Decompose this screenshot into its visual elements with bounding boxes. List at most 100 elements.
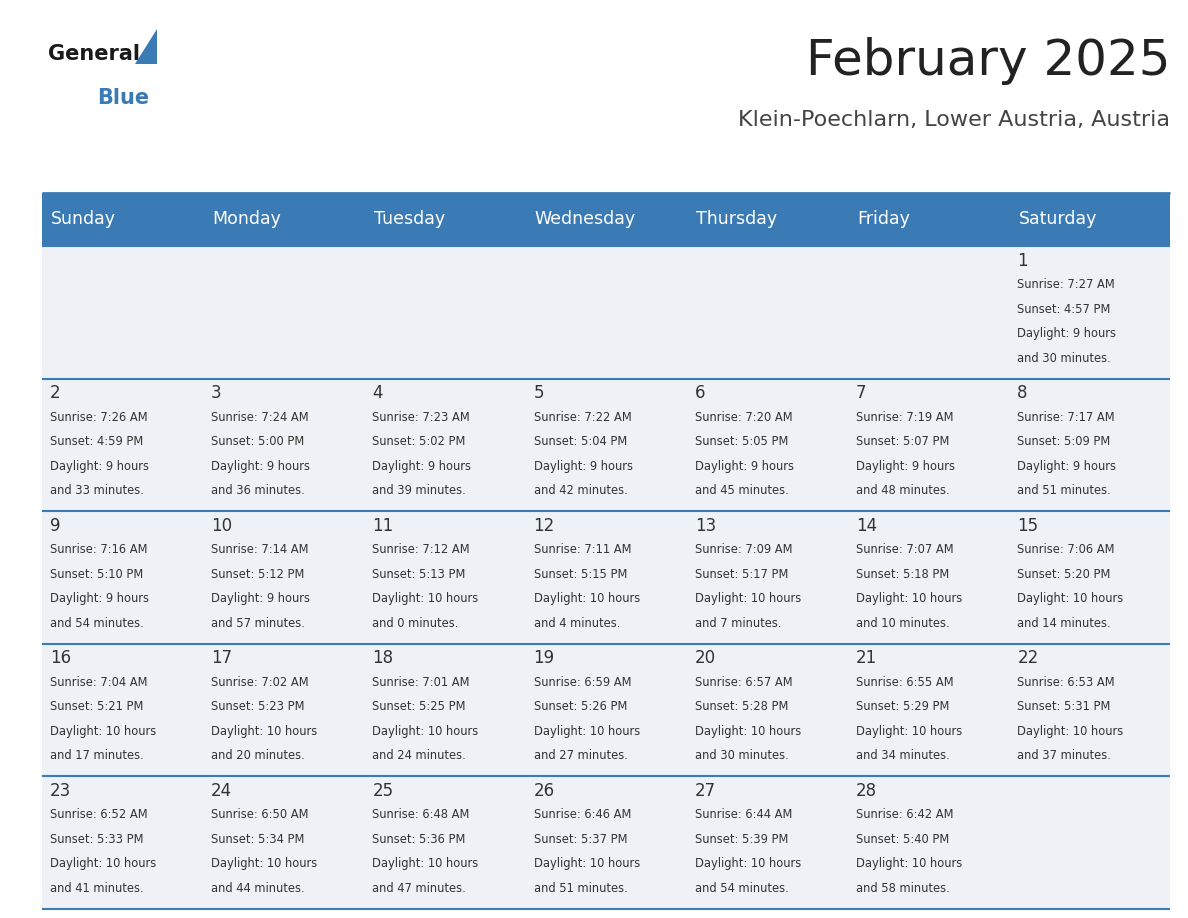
Text: Daylight: 10 hours: Daylight: 10 hours (533, 725, 640, 738)
Text: 1: 1 (1017, 252, 1028, 270)
Text: Sunset: 5:12 PM: Sunset: 5:12 PM (211, 567, 304, 581)
Text: Daylight: 10 hours: Daylight: 10 hours (695, 725, 801, 738)
Text: Sunset: 5:20 PM: Sunset: 5:20 PM (1017, 567, 1111, 581)
Text: Sunset: 5:07 PM: Sunset: 5:07 PM (857, 435, 949, 448)
Text: Sunrise: 7:20 AM: Sunrise: 7:20 AM (695, 410, 792, 423)
Text: and 54 minutes.: and 54 minutes. (695, 882, 789, 895)
Text: and 36 minutes.: and 36 minutes. (211, 484, 305, 498)
Text: Daylight: 10 hours: Daylight: 10 hours (1017, 592, 1124, 605)
Text: Sunrise: 7:09 AM: Sunrise: 7:09 AM (695, 543, 792, 556)
Text: and 45 minutes.: and 45 minutes. (695, 484, 789, 498)
Text: Daylight: 9 hours: Daylight: 9 hours (211, 592, 310, 605)
Text: and 14 minutes.: and 14 minutes. (1017, 617, 1111, 630)
Text: Daylight: 10 hours: Daylight: 10 hours (857, 592, 962, 605)
Text: Daylight: 9 hours: Daylight: 9 hours (1017, 460, 1117, 473)
Text: Daylight: 10 hours: Daylight: 10 hours (695, 592, 801, 605)
Text: Sunrise: 7:22 AM: Sunrise: 7:22 AM (533, 410, 631, 423)
Text: Tuesday: Tuesday (373, 210, 444, 229)
Text: Sunset: 5:34 PM: Sunset: 5:34 PM (211, 833, 304, 845)
Text: Daylight: 9 hours: Daylight: 9 hours (857, 460, 955, 473)
Text: Daylight: 9 hours: Daylight: 9 hours (533, 460, 632, 473)
Text: 16: 16 (50, 649, 71, 667)
Bar (42, 511, 1170, 644)
Text: and 0 minutes.: and 0 minutes. (372, 617, 459, 630)
Text: Daylight: 9 hours: Daylight: 9 hours (50, 460, 148, 473)
Text: Daylight: 10 hours: Daylight: 10 hours (1017, 725, 1124, 738)
Text: and 30 minutes.: and 30 minutes. (695, 749, 789, 762)
Text: and 34 minutes.: and 34 minutes. (857, 749, 949, 762)
Text: and 7 minutes.: and 7 minutes. (695, 617, 782, 630)
Text: Friday: Friday (858, 210, 910, 229)
Text: Daylight: 10 hours: Daylight: 10 hours (533, 592, 640, 605)
Text: and 44 minutes.: and 44 minutes. (211, 882, 305, 895)
Text: and 27 minutes.: and 27 minutes. (533, 749, 627, 762)
Text: and 24 minutes.: and 24 minutes. (372, 749, 466, 762)
Text: 8: 8 (1017, 384, 1028, 402)
Text: and 10 minutes.: and 10 minutes. (857, 617, 949, 630)
Text: Sunset: 5:28 PM: Sunset: 5:28 PM (695, 700, 788, 713)
Text: 4: 4 (372, 384, 383, 402)
Text: 15: 15 (1017, 517, 1038, 534)
Text: Sunset: 5:09 PM: Sunset: 5:09 PM (1017, 435, 1111, 448)
Text: Daylight: 9 hours: Daylight: 9 hours (211, 460, 310, 473)
Text: Daylight: 10 hours: Daylight: 10 hours (211, 857, 317, 870)
Text: Sunset: 5:21 PM: Sunset: 5:21 PM (50, 700, 144, 713)
Text: Blue: Blue (97, 88, 150, 108)
Bar (42, 378, 1170, 511)
Bar (42, 644, 1170, 777)
Text: Daylight: 9 hours: Daylight: 9 hours (695, 460, 794, 473)
Text: 11: 11 (372, 517, 393, 534)
Text: 9: 9 (50, 517, 61, 534)
Text: Sunrise: 6:55 AM: Sunrise: 6:55 AM (857, 676, 954, 688)
Text: Thursday: Thursday (696, 210, 777, 229)
Text: Sunrise: 7:02 AM: Sunrise: 7:02 AM (211, 676, 309, 688)
Text: 17: 17 (211, 649, 232, 667)
Text: 24: 24 (211, 782, 232, 800)
Text: 19: 19 (533, 649, 555, 667)
Text: and 41 minutes.: and 41 minutes. (50, 882, 144, 895)
Text: Sunset: 5:05 PM: Sunset: 5:05 PM (695, 435, 788, 448)
Bar (42, 193, 1170, 246)
Text: and 51 minutes.: and 51 minutes. (533, 882, 627, 895)
Text: Sunset: 5:23 PM: Sunset: 5:23 PM (211, 700, 304, 713)
Text: February 2025: February 2025 (805, 37, 1170, 84)
Text: Daylight: 10 hours: Daylight: 10 hours (372, 725, 479, 738)
Text: Sunrise: 7:17 AM: Sunrise: 7:17 AM (1017, 410, 1114, 423)
Text: Daylight: 10 hours: Daylight: 10 hours (857, 725, 962, 738)
Text: Sunset: 5:04 PM: Sunset: 5:04 PM (533, 435, 627, 448)
Text: Sunset: 5:31 PM: Sunset: 5:31 PM (1017, 700, 1111, 713)
Text: 18: 18 (372, 649, 393, 667)
Text: Sunrise: 7:04 AM: Sunrise: 7:04 AM (50, 676, 147, 688)
Text: Sunset: 4:57 PM: Sunset: 4:57 PM (1017, 303, 1111, 316)
Text: Sunrise: 7:23 AM: Sunrise: 7:23 AM (372, 410, 470, 423)
Text: Sunset: 4:59 PM: Sunset: 4:59 PM (50, 435, 143, 448)
Text: Sunset: 5:10 PM: Sunset: 5:10 PM (50, 567, 143, 581)
Text: Sunset: 5:02 PM: Sunset: 5:02 PM (372, 435, 466, 448)
Text: Klein-Poechlarn, Lower Austria, Austria: Klein-Poechlarn, Lower Austria, Austria (738, 110, 1170, 130)
Text: Sunrise: 6:44 AM: Sunrise: 6:44 AM (695, 808, 792, 822)
Text: Sunset: 5:00 PM: Sunset: 5:00 PM (211, 435, 304, 448)
Text: Sunrise: 6:59 AM: Sunrise: 6:59 AM (533, 676, 631, 688)
Text: and 54 minutes.: and 54 minutes. (50, 617, 144, 630)
Text: 14: 14 (857, 517, 877, 534)
Text: General: General (48, 44, 139, 64)
Text: Monday: Monday (213, 210, 282, 229)
Text: Daylight: 9 hours: Daylight: 9 hours (372, 460, 472, 473)
Text: 5: 5 (533, 384, 544, 402)
Text: 13: 13 (695, 517, 716, 534)
Text: Sunset: 5:39 PM: Sunset: 5:39 PM (695, 833, 788, 845)
Text: Sunset: 5:18 PM: Sunset: 5:18 PM (857, 567, 949, 581)
Text: Sunset: 5:26 PM: Sunset: 5:26 PM (533, 700, 627, 713)
Text: Sunrise: 6:52 AM: Sunrise: 6:52 AM (50, 808, 147, 822)
Text: Daylight: 10 hours: Daylight: 10 hours (857, 857, 962, 870)
Text: 20: 20 (695, 649, 716, 667)
Text: Sunset: 5:25 PM: Sunset: 5:25 PM (372, 700, 466, 713)
Text: Sunrise: 7:01 AM: Sunrise: 7:01 AM (372, 676, 469, 688)
Text: Daylight: 10 hours: Daylight: 10 hours (50, 857, 156, 870)
Text: 7: 7 (857, 384, 866, 402)
Bar (42, 777, 1170, 909)
Text: Sunrise: 7:11 AM: Sunrise: 7:11 AM (533, 543, 631, 556)
Text: Daylight: 10 hours: Daylight: 10 hours (211, 725, 317, 738)
Text: Sunrise: 6:48 AM: Sunrise: 6:48 AM (372, 808, 469, 822)
Text: Sunset: 5:29 PM: Sunset: 5:29 PM (857, 700, 949, 713)
